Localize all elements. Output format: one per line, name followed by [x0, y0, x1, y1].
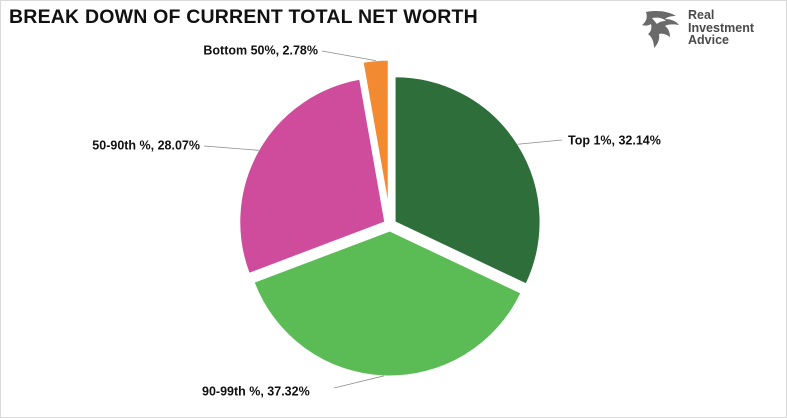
- leader-lines: [203, 50, 563, 389]
- slice-labels: Top 1%, 32.14% 90-99th %, 37.32% 50-90th %…: [92, 43, 661, 398]
- pie-slices: [239, 59, 541, 377]
- logo-wordmark: Real Investment Advice: [688, 9, 754, 47]
- logo-line-3: Advice: [688, 33, 729, 47]
- brand-logo: Real Investment Advice: [638, 6, 758, 52]
- leader-line: [321, 50, 376, 62]
- slice-label: 50-90th %, 28.07%: [92, 138, 200, 152]
- eagle-head-icon: [642, 11, 679, 48]
- logo-line-1: Real: [688, 8, 715, 22]
- slice-bottom-50: [362, 59, 389, 206]
- leader-line: [333, 375, 384, 389]
- chart-title: BREAK DOWN OF CURRENT TOTAL NET WORTH: [9, 6, 478, 28]
- slice-label: Bottom 50%, 2.78%: [203, 43, 318, 57]
- leader-line: [517, 139, 563, 145]
- logo-line-2: Investment: [688, 20, 754, 35]
- slice-label: 90-99th %, 37.32%: [202, 384, 310, 398]
- leader-line: [203, 145, 259, 151]
- slice-label: Top 1%, 32.14%: [568, 133, 661, 147]
